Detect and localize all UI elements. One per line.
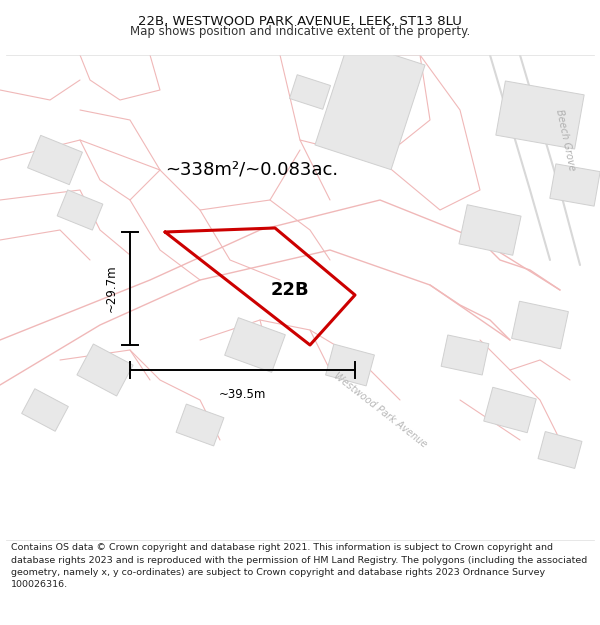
Polygon shape xyxy=(550,164,600,206)
Polygon shape xyxy=(326,344,374,386)
Polygon shape xyxy=(484,388,536,432)
Polygon shape xyxy=(176,404,224,446)
Polygon shape xyxy=(512,301,568,349)
Polygon shape xyxy=(224,318,286,372)
Polygon shape xyxy=(77,344,133,396)
Text: Beech Grove: Beech Grove xyxy=(554,108,577,172)
Text: ~29.7m: ~29.7m xyxy=(105,265,118,312)
Polygon shape xyxy=(315,41,425,169)
Polygon shape xyxy=(538,431,582,469)
Text: Map shows position and indicative extent of the property.: Map shows position and indicative extent… xyxy=(130,26,470,39)
Polygon shape xyxy=(459,205,521,255)
Text: Contains OS data © Crown copyright and database right 2021. This information is : Contains OS data © Crown copyright and d… xyxy=(11,543,587,589)
Text: 22B, WESTWOOD PARK AVENUE, LEEK, ST13 8LU: 22B, WESTWOOD PARK AVENUE, LEEK, ST13 8L… xyxy=(138,16,462,28)
Polygon shape xyxy=(57,190,103,230)
Polygon shape xyxy=(22,389,68,431)
Polygon shape xyxy=(441,335,489,375)
Text: Westwood Park Avenue: Westwood Park Avenue xyxy=(332,371,428,449)
Text: ~338m²/~0.083ac.: ~338m²/~0.083ac. xyxy=(165,161,338,179)
Polygon shape xyxy=(289,75,331,109)
Polygon shape xyxy=(496,81,584,149)
Text: 22B: 22B xyxy=(271,281,310,299)
Polygon shape xyxy=(28,136,82,184)
Text: ~39.5m: ~39.5m xyxy=(219,388,266,401)
